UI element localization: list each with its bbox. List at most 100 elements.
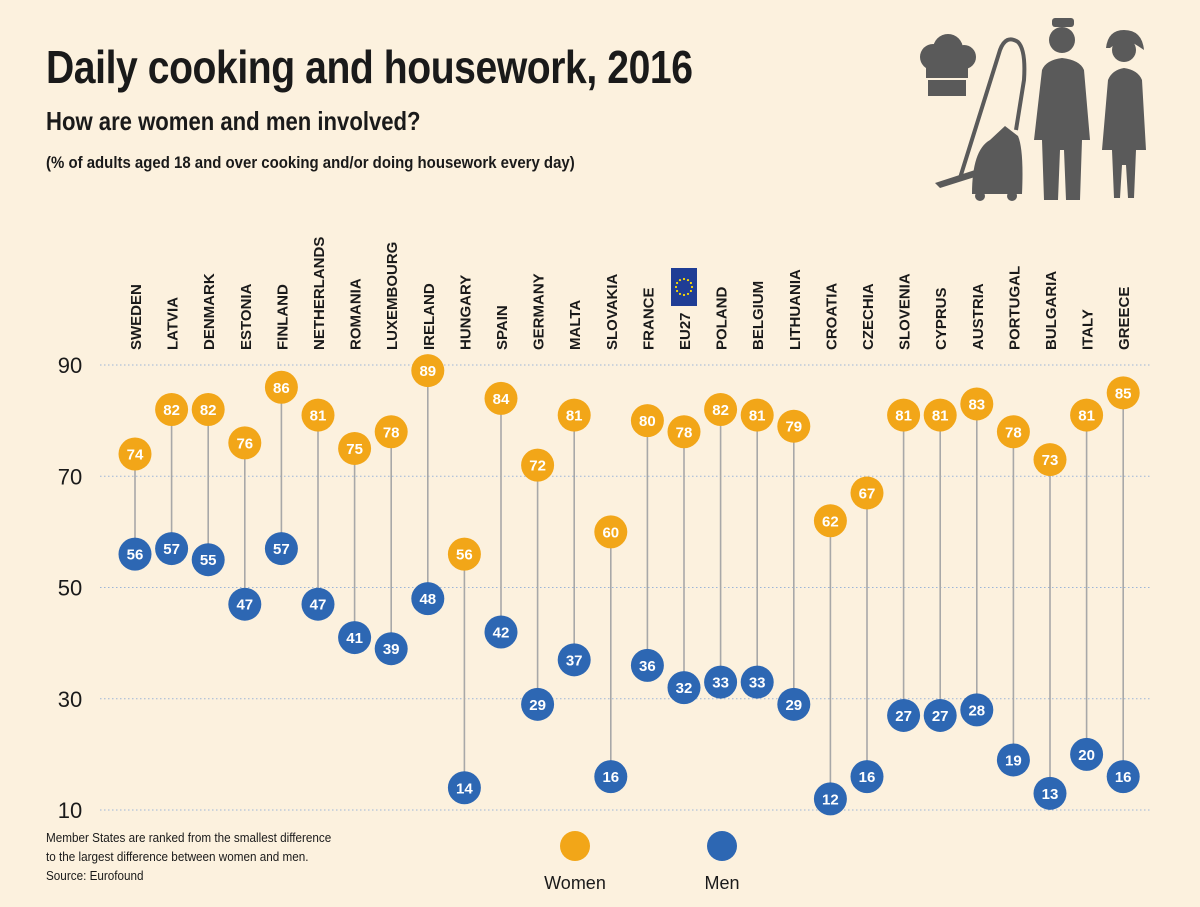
gridlines bbox=[100, 364, 1150, 811]
women-value-label: 76 bbox=[236, 435, 253, 452]
women-value-label: 78 bbox=[383, 424, 400, 441]
category-label: SLOVENIA bbox=[897, 273, 914, 350]
men-point bbox=[264, 532, 298, 566]
women-value-label: 82 bbox=[200, 402, 217, 419]
women-point bbox=[813, 504, 847, 538]
legend-women-label: Women bbox=[544, 873, 606, 893]
women-value-label: 72 bbox=[529, 458, 546, 475]
category-label: BELGIUM bbox=[750, 281, 767, 350]
men-point bbox=[630, 648, 664, 682]
men-point bbox=[960, 693, 994, 727]
women-point bbox=[1070, 398, 1104, 432]
women-point bbox=[411, 354, 445, 388]
men-point bbox=[191, 543, 225, 577]
category-label: GREECE bbox=[1116, 287, 1133, 350]
footnote-line: Member States are ranked from the smalle… bbox=[46, 830, 332, 845]
category-label: MALTA bbox=[567, 300, 584, 350]
legend-men-swatch bbox=[707, 831, 737, 861]
category-label: ITALY bbox=[1080, 309, 1097, 350]
men-value-label: 32 bbox=[676, 680, 693, 697]
women-point bbox=[923, 398, 957, 432]
category-labels: SWEDEN LATVIA DENMARK ESTONIA FINLAND NETHERL… bbox=[128, 237, 1133, 350]
women-point bbox=[850, 476, 884, 510]
y-tick-label: 50 bbox=[58, 576, 82, 601]
men-value-label: 29 bbox=[529, 697, 546, 714]
illustration bbox=[920, 18, 1146, 201]
women-value-label: 75 bbox=[346, 441, 363, 458]
men-value-label: 13 bbox=[1042, 786, 1059, 803]
men-point bbox=[813, 782, 847, 816]
women-value-label: 78 bbox=[676, 424, 693, 441]
women-value-label: 83 bbox=[968, 396, 985, 413]
men-point bbox=[557, 643, 591, 677]
men-value-label: 47 bbox=[236, 597, 253, 614]
women-value-label: 82 bbox=[712, 402, 729, 419]
men-point bbox=[228, 587, 262, 621]
women-value-label: 62 bbox=[822, 513, 839, 530]
category-label: IRELAND bbox=[421, 283, 438, 350]
women-point bbox=[155, 393, 189, 426]
men-value-label: 19 bbox=[1005, 752, 1022, 769]
men-value-label: 47 bbox=[310, 597, 327, 614]
women-point bbox=[1106, 376, 1140, 410]
y-tick-label: 10 bbox=[58, 798, 82, 823]
women-value-label: 81 bbox=[566, 408, 583, 425]
vacuum-cleaner-icon bbox=[935, 37, 1027, 201]
men-point bbox=[1033, 776, 1067, 810]
man-icon bbox=[1034, 18, 1090, 200]
women-value-label: 86 bbox=[273, 380, 290, 397]
women-point bbox=[228, 426, 262, 460]
category-label: EU27 bbox=[677, 312, 694, 350]
men-point bbox=[155, 532, 189, 566]
category-label: SWEDEN bbox=[128, 284, 145, 350]
category-label: FRANCE bbox=[640, 288, 657, 351]
men-value-label: 42 bbox=[493, 625, 510, 642]
men-value-label: 29 bbox=[785, 697, 802, 714]
men-value-label: 16 bbox=[859, 769, 876, 786]
category-label: NETHERLANDS bbox=[311, 237, 328, 350]
y-tick-label: 30 bbox=[58, 687, 82, 712]
men-value-label: 16 bbox=[1115, 769, 1132, 786]
men-point bbox=[118, 537, 152, 571]
men-value-label: 20 bbox=[1078, 747, 1095, 764]
women-value-label: 81 bbox=[932, 408, 949, 425]
page-title: Daily cooking and housework, 2016 bbox=[46, 41, 693, 93]
men-point bbox=[704, 665, 738, 699]
women-value-label: 74 bbox=[127, 447, 144, 464]
men-value-label: 39 bbox=[383, 641, 400, 658]
women-value-label: 85 bbox=[1115, 385, 1132, 402]
category-label: DENMARK bbox=[201, 273, 218, 350]
category-label: SPAIN bbox=[494, 305, 511, 350]
women-value-label: 81 bbox=[895, 408, 912, 425]
men-point bbox=[923, 698, 957, 732]
men-point bbox=[777, 687, 811, 721]
women-point bbox=[704, 393, 738, 426]
women-value-label: 81 bbox=[1078, 408, 1095, 425]
y-tick-label: 70 bbox=[58, 464, 82, 489]
men-value-label: 33 bbox=[749, 675, 766, 692]
women-value-label: 78 bbox=[1005, 424, 1022, 441]
legend: Women Men bbox=[544, 831, 740, 893]
women-point bbox=[777, 409, 811, 443]
legend-women-swatch bbox=[560, 831, 590, 861]
men-value-label: 27 bbox=[895, 708, 912, 725]
footnote-line: to the largest difference between women … bbox=[46, 849, 309, 864]
men-value-label: 33 bbox=[712, 675, 729, 692]
range-stems bbox=[134, 370, 1124, 799]
women-point bbox=[301, 398, 335, 432]
women-point bbox=[118, 437, 152, 471]
men-point bbox=[411, 582, 445, 616]
category-label: HUNGARY bbox=[457, 275, 474, 350]
women-value-label: 81 bbox=[749, 408, 766, 425]
men-point bbox=[374, 632, 408, 666]
category-label: PORTUGAL bbox=[1006, 266, 1023, 350]
women-point bbox=[594, 515, 628, 549]
women-value-label: 89 bbox=[419, 363, 436, 380]
women-value-label: 81 bbox=[310, 408, 327, 425]
category-label: SLOVAKIA bbox=[604, 273, 621, 350]
men-value-label: 57 bbox=[163, 541, 180, 558]
men-point bbox=[740, 665, 774, 699]
men-value-label: 48 bbox=[419, 591, 436, 608]
women-point bbox=[557, 398, 591, 432]
category-label: AUSTRIA bbox=[970, 283, 987, 350]
